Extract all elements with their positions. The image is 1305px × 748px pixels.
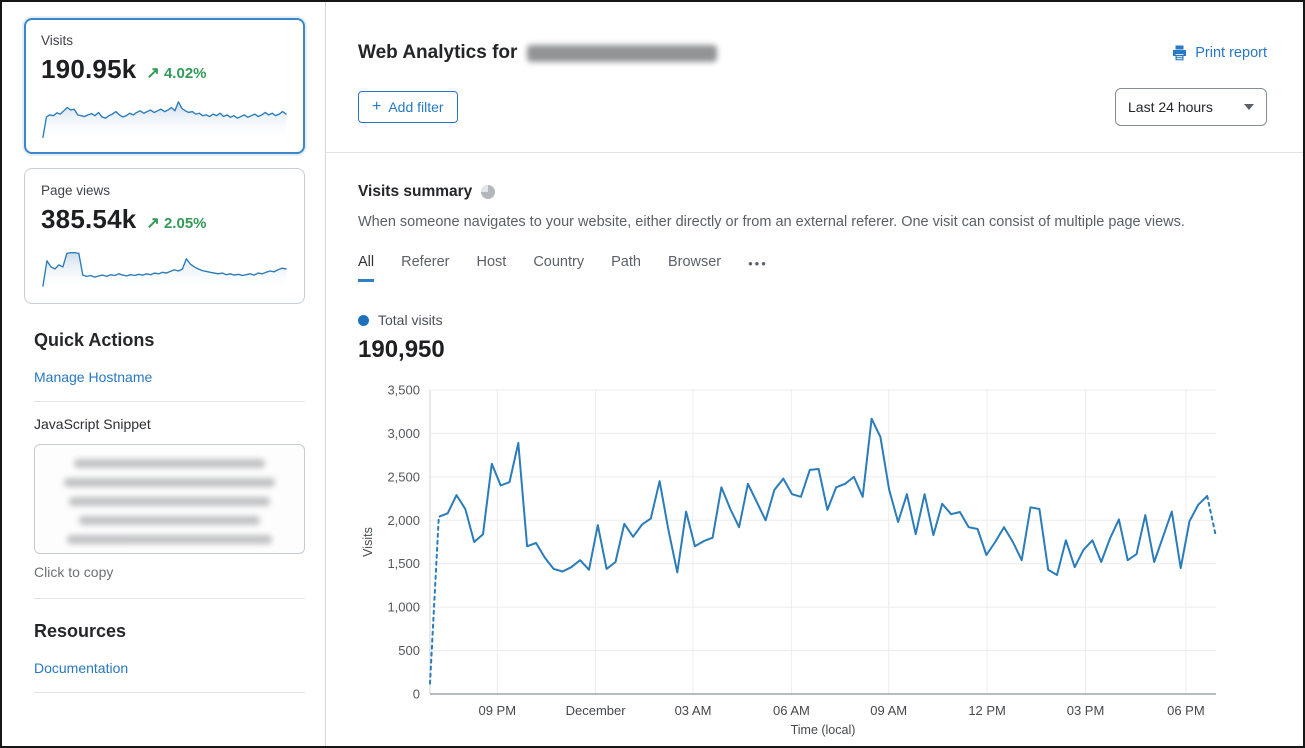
legend-dot-icon xyxy=(358,314,369,326)
tab-referer[interactable]: Referer xyxy=(401,254,450,270)
tab-host[interactable]: Host xyxy=(476,254,507,270)
svg-text:3,000: 3,000 xyxy=(387,426,420,441)
pageviews-card-value: 385.54k xyxy=(41,204,137,234)
svg-text:3,500: 3,500 xyxy=(387,383,420,398)
plus-icon: + xyxy=(372,98,382,115)
trend-up-icon: ↗ xyxy=(146,65,160,82)
sidebar: Visits 190.95k ↗ 4.02% Page views 385.54… xyxy=(2,2,326,746)
visits-metric-card[interactable]: Visits 190.95k ↗ 4.02% xyxy=(24,18,305,154)
visits-line-chart: 0 500 1,000 1,500 2,000 2,500 3,000 3,500 09 PM D… xyxy=(358,376,1267,738)
time-range-select[interactable]: Last 24 hours xyxy=(1115,88,1267,126)
svg-text:12 PM: 12 PM xyxy=(968,703,1006,718)
divider xyxy=(34,692,305,693)
svg-text:09 AM: 09 AM xyxy=(870,703,907,718)
quick-actions-heading: Quick Actions xyxy=(34,330,155,350)
redacted-code-line xyxy=(69,497,270,506)
total-visits-value: 190,950 xyxy=(358,336,445,363)
click-to-copy-hint: Click to copy xyxy=(34,564,114,580)
time-range-value: Last 24 hours xyxy=(1128,99,1213,115)
tab-all[interactable]: All xyxy=(358,254,375,282)
redacted-code-line xyxy=(64,478,275,487)
visits-card-value: 190.95k xyxy=(41,54,137,84)
svg-text:2,000: 2,000 xyxy=(387,513,420,528)
svg-text:500: 500 xyxy=(398,643,420,658)
chevron-down-icon xyxy=(1244,104,1254,110)
more-tabs-button[interactable]: ••• xyxy=(748,256,768,271)
svg-text:03 PM: 03 PM xyxy=(1067,703,1105,718)
visits-summary-description: When someone navigates to your website, … xyxy=(358,214,1185,230)
pageviews-metric-card[interactable]: Page views 385.54k ↗ 2.05% xyxy=(24,168,305,304)
svg-text:09 PM: 09 PM xyxy=(478,703,516,718)
pageviews-sparkline-chart xyxy=(42,251,287,291)
svg-text:1,000: 1,000 xyxy=(387,600,420,615)
svg-text:06 AM: 06 AM xyxy=(773,703,810,718)
main-content: Web Analytics for Print report xyxy=(326,2,1303,746)
printer-icon xyxy=(1173,45,1187,61)
svg-text:03 AM: 03 AM xyxy=(675,703,712,718)
visits-card-delta: ↗ 4.02% xyxy=(146,65,207,82)
svg-text:December: December xyxy=(566,703,627,718)
svg-text:06 PM: 06 PM xyxy=(1167,703,1205,718)
blurred-site-domain xyxy=(527,44,718,62)
svg-text:0: 0 xyxy=(413,687,420,702)
print-report-link[interactable]: Print report xyxy=(1171,45,1267,61)
visits-sparkline-chart xyxy=(42,101,287,141)
tab-path[interactable]: Path xyxy=(611,254,641,270)
redacted-code-line xyxy=(66,535,273,544)
chart-legend: Total visits xyxy=(358,312,1267,328)
documentation-link[interactable]: Documentation xyxy=(34,660,129,676)
svg-text:2,500: 2,500 xyxy=(387,469,420,484)
page-title: Web Analytics for xyxy=(358,42,518,63)
redacted-code-line xyxy=(73,459,266,468)
divider xyxy=(34,598,305,599)
divider xyxy=(34,401,305,402)
resources-heading: Resources xyxy=(34,621,127,641)
header-divider xyxy=(326,152,1303,153)
svg-text:1,500: 1,500 xyxy=(387,556,420,571)
summary-tabs: All Referer Host Country Path Browser ••… xyxy=(358,254,1267,282)
svg-text:Visits: Visits xyxy=(361,527,375,557)
pageviews-card-label: Page views xyxy=(41,183,111,198)
trend-up-icon: ↗ xyxy=(146,215,160,232)
add-filter-label: Add filter xyxy=(388,99,444,115)
manage-hostname-link[interactable]: Manage Hostname xyxy=(34,369,153,385)
line-chart-svg: 0 500 1,000 1,500 2,000 2,500 3,000 3,500 09 PM D… xyxy=(361,383,1217,737)
pageviews-card-delta: ↗ 2.05% xyxy=(146,215,207,232)
pie-help-icon[interactable] xyxy=(480,184,496,200)
js-snippet-label: JavaScript Snippet xyxy=(34,416,151,432)
visits-card-label: Visits xyxy=(41,33,74,48)
tab-country[interactable]: Country xyxy=(533,254,585,270)
visits-summary-heading: Visits summary xyxy=(358,183,473,200)
js-snippet-code-box[interactable] xyxy=(34,444,305,554)
add-filter-button[interactable]: + Add filter xyxy=(358,91,458,123)
legend-label: Total visits xyxy=(378,312,443,328)
print-report-label: Print report xyxy=(1195,45,1267,61)
redacted-code-line xyxy=(78,516,261,525)
svg-text:Time (local): Time (local) xyxy=(791,723,856,737)
tab-browser[interactable]: Browser xyxy=(667,254,722,270)
